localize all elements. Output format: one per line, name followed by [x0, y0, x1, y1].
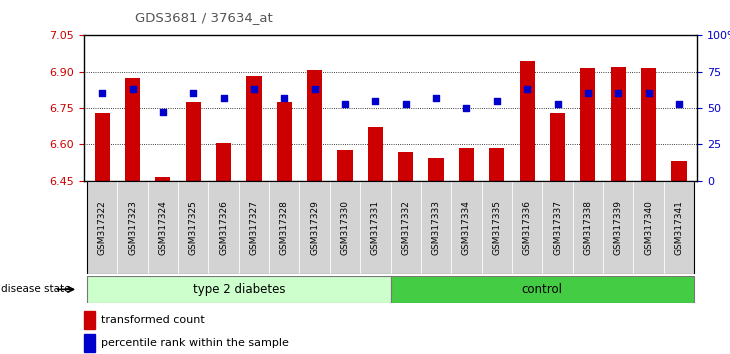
Text: GSM317339: GSM317339	[614, 200, 623, 255]
Point	[157, 109, 169, 115]
Bar	[185, 102, 201, 181]
Bar	[398, 152, 413, 181]
Bar	[459, 148, 474, 181]
Bar	[641, 68, 656, 181]
Bar	[391, 181, 421, 274]
Text: percentile rank within the sample: percentile rank within the sample	[101, 338, 289, 348]
Bar	[299, 181, 330, 274]
Point	[491, 98, 503, 103]
Text: GSM317322: GSM317322	[98, 200, 107, 255]
Bar	[147, 181, 178, 274]
Bar	[239, 181, 269, 274]
Bar	[391, 276, 694, 303]
Text: GSM317334: GSM317334	[462, 200, 471, 255]
Bar	[87, 276, 391, 303]
Text: control: control	[522, 283, 563, 296]
Text: type 2 diabetes: type 2 diabetes	[193, 283, 285, 296]
Bar	[421, 181, 451, 274]
Bar	[603, 181, 634, 274]
Bar	[95, 113, 110, 181]
Text: GSM317332: GSM317332	[402, 200, 410, 255]
Point	[188, 91, 199, 96]
Bar	[246, 76, 261, 181]
Bar	[84, 334, 95, 352]
Bar	[610, 67, 626, 181]
Bar	[337, 150, 353, 181]
Bar	[542, 181, 573, 274]
Bar	[125, 78, 140, 181]
Bar	[451, 181, 482, 274]
Text: GSM317331: GSM317331	[371, 200, 380, 255]
Point	[400, 101, 412, 107]
Point	[248, 86, 260, 92]
Bar	[520, 61, 535, 181]
Text: GSM317329: GSM317329	[310, 200, 319, 255]
Text: GSM317335: GSM317335	[492, 200, 502, 255]
Bar	[512, 181, 542, 274]
Bar	[634, 181, 664, 274]
Text: GSM317325: GSM317325	[189, 200, 198, 255]
Point	[552, 101, 564, 107]
Bar	[307, 70, 322, 181]
Bar	[178, 181, 208, 274]
Bar	[489, 148, 504, 181]
Bar	[580, 68, 596, 181]
Bar	[368, 127, 383, 181]
Bar	[573, 181, 603, 274]
Bar	[277, 102, 292, 181]
Text: GSM317327: GSM317327	[250, 200, 258, 255]
Text: GSM317333: GSM317333	[431, 200, 441, 255]
Bar	[87, 181, 118, 274]
Bar	[118, 181, 147, 274]
Point	[339, 101, 351, 107]
Point	[218, 95, 229, 101]
Text: GDS3681 / 37634_at: GDS3681 / 37634_at	[135, 11, 273, 24]
Point	[673, 101, 685, 107]
Point	[127, 86, 139, 92]
Text: GSM317341: GSM317341	[675, 200, 683, 255]
Bar	[208, 181, 239, 274]
Text: GSM317338: GSM317338	[583, 200, 592, 255]
Bar	[84, 311, 95, 329]
Text: transformed count: transformed count	[101, 315, 205, 325]
Point	[309, 86, 320, 92]
Point	[278, 95, 290, 101]
Bar	[664, 181, 694, 274]
Bar	[330, 181, 360, 274]
Point	[582, 91, 593, 96]
Bar	[429, 158, 444, 181]
Text: GSM317330: GSM317330	[340, 200, 350, 255]
Point	[521, 86, 533, 92]
Bar	[216, 143, 231, 181]
Point	[96, 91, 108, 96]
Text: GSM317324: GSM317324	[158, 200, 167, 255]
Point	[461, 105, 472, 111]
Bar	[155, 177, 171, 181]
Text: disease state: disease state	[1, 284, 71, 295]
Point	[369, 98, 381, 103]
Point	[612, 91, 624, 96]
Bar	[550, 113, 565, 181]
Point	[642, 91, 654, 96]
Text: GSM317326: GSM317326	[219, 200, 228, 255]
Point	[430, 95, 442, 101]
Text: GSM317337: GSM317337	[553, 200, 562, 255]
Text: GSM317336: GSM317336	[523, 200, 531, 255]
Bar	[672, 161, 686, 181]
Text: GSM317340: GSM317340	[644, 200, 653, 255]
Bar	[482, 181, 512, 274]
Text: GSM317323: GSM317323	[128, 200, 137, 255]
Bar	[360, 181, 391, 274]
Bar	[269, 181, 299, 274]
Text: GSM317328: GSM317328	[280, 200, 289, 255]
